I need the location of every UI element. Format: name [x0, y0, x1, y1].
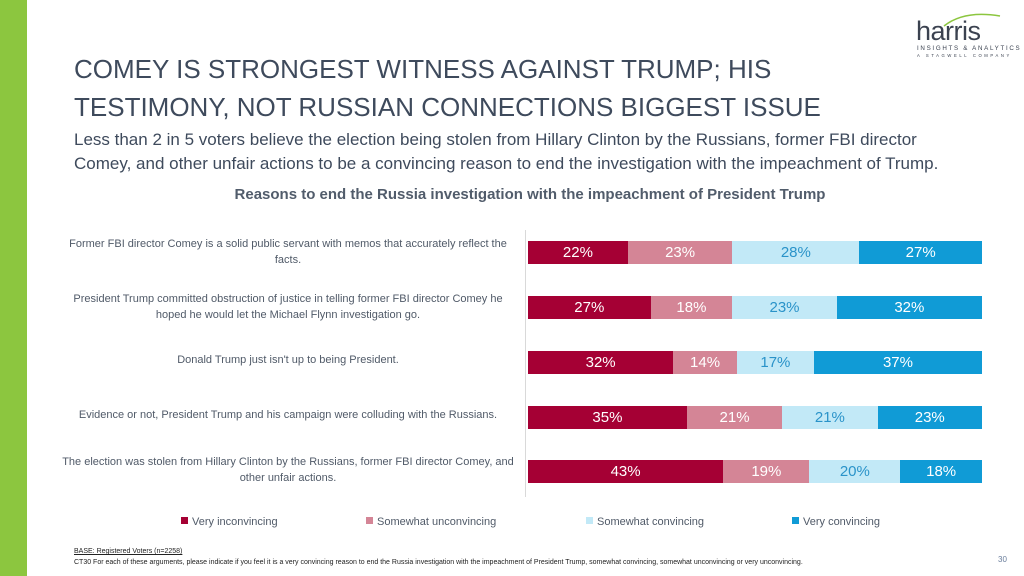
footer-base: BASE: Registered Voters (n=2258): [74, 548, 183, 555]
chart-title: Reasons to end the Russia investigation …: [234, 186, 826, 203]
category-label: Former FBI director Comey is a solid pub…: [69, 238, 507, 266]
category-label: Evidence or not, President Trump and his…: [78, 409, 498, 421]
legend-swatch: [181, 517, 188, 524]
bar-segment: 32%: [836, 296, 982, 319]
bar-segment: 32%: [528, 351, 674, 374]
legend-swatch: [586, 517, 593, 524]
bar-segment: 21%: [686, 406, 783, 429]
bar-row: 27% 18% 23% 32%: [528, 296, 982, 319]
category-label: President Trump committed obstruction of…: [73, 293, 503, 321]
legend-item: Somewhat unconvincing: [366, 516, 496, 528]
bar-segment: 19%: [723, 460, 810, 483]
page-subtitle: Less than 2 in 5 voters believe the elec…: [74, 130, 939, 173]
data-label: 18%: [926, 463, 957, 480]
accent-bar: [0, 0, 27, 576]
bar-segment: 23%: [627, 241, 733, 264]
data-label: 20%: [839, 463, 870, 480]
logo-company: A STAGWELL COMPANY: [917, 53, 1012, 58]
bar-row: 32% 14% 17% 37%: [528, 351, 982, 374]
bar-segment: 35%: [528, 406, 687, 429]
legend-label: Very convincing: [803, 516, 881, 528]
data-label: 23%: [914, 409, 945, 426]
page-number: 30: [998, 555, 1007, 564]
data-label: 27%: [905, 244, 936, 261]
bar-segment: 18%: [650, 296, 733, 319]
bar-segment: 14%: [673, 351, 737, 374]
data-label: 19%: [751, 463, 782, 480]
chart-axis-line: [525, 230, 526, 497]
bar-segment: 18%: [900, 460, 982, 483]
data-label: 18%: [676, 299, 707, 316]
harris-logo: harris INSIGHTS & ANALYTICS A STAGWELL C…: [916, 12, 1020, 60]
bar-row: 22% 23% 28% 27%: [528, 241, 982, 264]
bar-segment: 22%: [528, 241, 628, 264]
data-label: 23%: [769, 299, 800, 316]
page-title: COMEY IS STRONGEST WITNESS AGAINST TRUMP…: [74, 54, 821, 122]
category-label: Donald Trump just isn't up to being Pres…: [177, 354, 399, 366]
bar-row: 43% 19% 20% 18%: [528, 460, 982, 483]
bar-row: 35% 21% 21% 23%: [528, 406, 982, 429]
legend-item: Somewhat convincing: [586, 516, 704, 528]
data-label: 43%: [610, 463, 641, 480]
bar-segment: 37%: [813, 351, 982, 374]
data-label: 28%: [780, 244, 811, 261]
footer-note: CT30 For each of these arguments, please…: [74, 559, 803, 566]
legend-item: Very inconvincing: [181, 516, 278, 528]
bar-segment: 28%: [732, 241, 860, 264]
data-label: 32%: [894, 299, 925, 316]
data-label: 14%: [690, 354, 721, 371]
logo-tagline: INSIGHTS & ANALYTICS: [917, 45, 1022, 52]
data-label: 37%: [882, 354, 913, 371]
bar-segment: 20%: [809, 460, 901, 483]
data-label: 21%: [719, 409, 750, 426]
data-label: 27%: [574, 299, 605, 316]
legend-label: Very inconvincing: [192, 516, 278, 528]
legend-swatch: [792, 517, 799, 524]
bar-segment: 27%: [859, 241, 982, 264]
bar-segment: 23%: [732, 296, 837, 319]
legend-item: Very convincing: [792, 516, 880, 528]
legend-swatch: [366, 517, 373, 524]
bar-segment: 17%: [736, 351, 814, 374]
data-label: 21%: [814, 409, 845, 426]
logo-word: harris: [916, 16, 981, 46]
logo-swoosh-icon: [943, 13, 1001, 27]
bar-segment: 27%: [528, 296, 651, 319]
data-label: 35%: [592, 409, 623, 426]
bar-segment: 43%: [528, 460, 724, 483]
data-label: 32%: [585, 354, 616, 371]
bar-segment: 23%: [877, 406, 982, 429]
legend-label: Somewhat unconvincing: [377, 516, 497, 528]
bar-segment: 21%: [782, 406, 878, 429]
legend-label: Somewhat convincing: [597, 516, 705, 528]
data-label: 17%: [760, 354, 791, 371]
category-label: The election was stolen from Hillary Cli…: [62, 456, 514, 484]
data-label: 22%: [562, 244, 593, 261]
data-label: 23%: [665, 244, 696, 261]
